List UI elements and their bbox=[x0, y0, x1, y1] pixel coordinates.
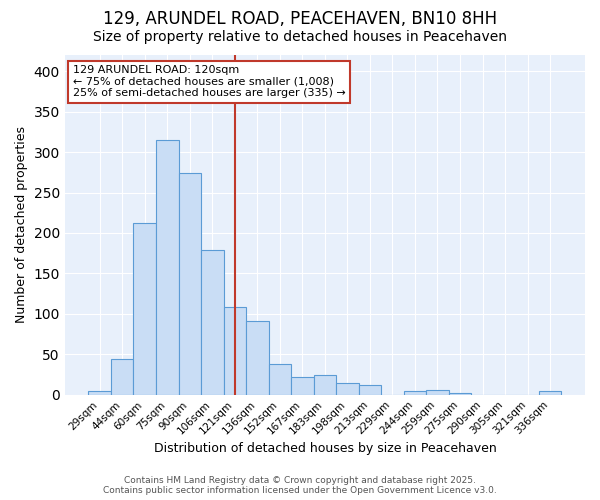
Bar bbox=[246, 321, 269, 394]
Bar bbox=[449, 393, 471, 394]
Bar bbox=[179, 173, 201, 394]
Text: 129, ARUNDEL ROAD, PEACEHAVEN, BN10 8HH: 129, ARUNDEL ROAD, PEACEHAVEN, BN10 8HH bbox=[103, 10, 497, 28]
Bar bbox=[291, 377, 314, 394]
Y-axis label: Number of detached properties: Number of detached properties bbox=[15, 126, 28, 324]
Bar bbox=[88, 390, 111, 394]
Bar bbox=[539, 392, 562, 394]
Bar bbox=[111, 359, 133, 394]
Bar bbox=[336, 384, 359, 394]
Text: Size of property relative to detached houses in Peacehaven: Size of property relative to detached ho… bbox=[93, 30, 507, 44]
Bar bbox=[133, 223, 156, 394]
Text: 129 ARUNDEL ROAD: 120sqm
← 75% of detached houses are smaller (1,008)
25% of sem: 129 ARUNDEL ROAD: 120sqm ← 75% of detach… bbox=[73, 65, 346, 98]
X-axis label: Distribution of detached houses by size in Peacehaven: Distribution of detached houses by size … bbox=[154, 442, 496, 455]
Text: Contains HM Land Registry data © Crown copyright and database right 2025.
Contai: Contains HM Land Registry data © Crown c… bbox=[103, 476, 497, 495]
Bar bbox=[201, 250, 224, 394]
Bar bbox=[269, 364, 291, 394]
Bar bbox=[224, 306, 246, 394]
Bar bbox=[426, 390, 449, 394]
Bar bbox=[404, 390, 426, 394]
Bar bbox=[314, 376, 336, 394]
Bar bbox=[359, 385, 381, 394]
Bar bbox=[156, 140, 179, 394]
